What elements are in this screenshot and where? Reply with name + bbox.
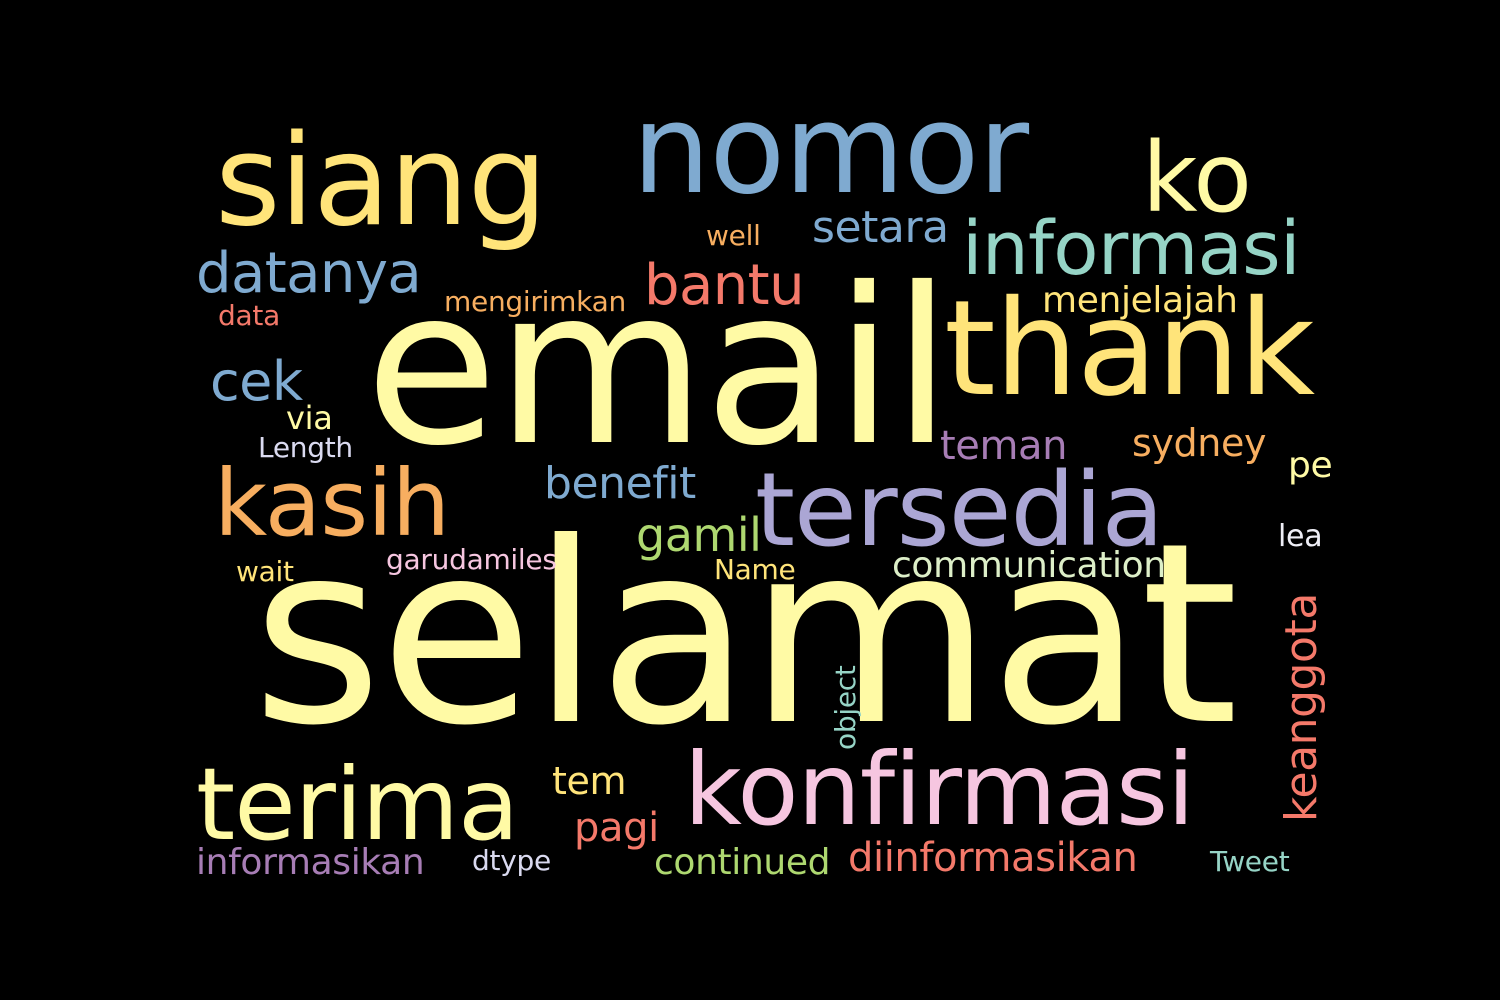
word-sydney: sydney: [1132, 421, 1267, 465]
word-kasih: kasih: [214, 450, 450, 557]
word-terima: terima: [196, 746, 519, 863]
word-thank: thank: [944, 272, 1315, 426]
word-communication: communication: [892, 545, 1166, 586]
word-selamat: selamat: [252, 489, 1238, 780]
word-object: object: [829, 665, 862, 750]
word-informasi: informasi: [962, 206, 1301, 292]
word-well: well: [706, 219, 761, 252]
word-garudamiles: garudamiles: [386, 543, 557, 576]
word-length: Length: [258, 431, 353, 464]
word-keanggota: keanggota: [1276, 593, 1327, 822]
word-benefit: benefit: [544, 458, 696, 509]
word-lea: lea: [1278, 519, 1323, 554]
word-mengirimkan: mengirimkan: [444, 285, 626, 318]
word-nomor: nomor: [632, 78, 1029, 222]
word-tem: tem: [552, 759, 627, 803]
word-dtype: dtype: [472, 844, 551, 877]
word-gamil: gamil: [636, 508, 762, 562]
word-email: email: [365, 242, 952, 493]
word-datanya: datanya: [196, 241, 422, 306]
word-name: Name: [714, 553, 796, 586]
word-via: via: [286, 399, 333, 437]
word-ko: ko: [1142, 122, 1252, 234]
word-tersedia: tersedia: [755, 451, 1164, 570]
word-menjelajah: menjelajah: [1042, 280, 1238, 321]
word-cek: cek: [210, 350, 303, 413]
word-pe: pe: [1288, 445, 1333, 486]
word-bantu: bantu: [644, 253, 805, 318]
word-setara: setara: [812, 202, 949, 253]
word-tweet: Tweet: [1210, 845, 1290, 878]
word-pagi: pagi: [574, 805, 659, 851]
word-wait: wait: [236, 555, 294, 588]
word-siang: siang: [215, 107, 548, 254]
word-teman: teman: [940, 423, 1068, 469]
word-konfirmasi: konfirmasi: [684, 731, 1195, 848]
word-diinformasikan: diinformasikan: [848, 835, 1138, 881]
word-informasikan: informasikan: [196, 842, 425, 883]
word-data: data: [218, 299, 280, 332]
word-continued: continued: [654, 842, 831, 883]
